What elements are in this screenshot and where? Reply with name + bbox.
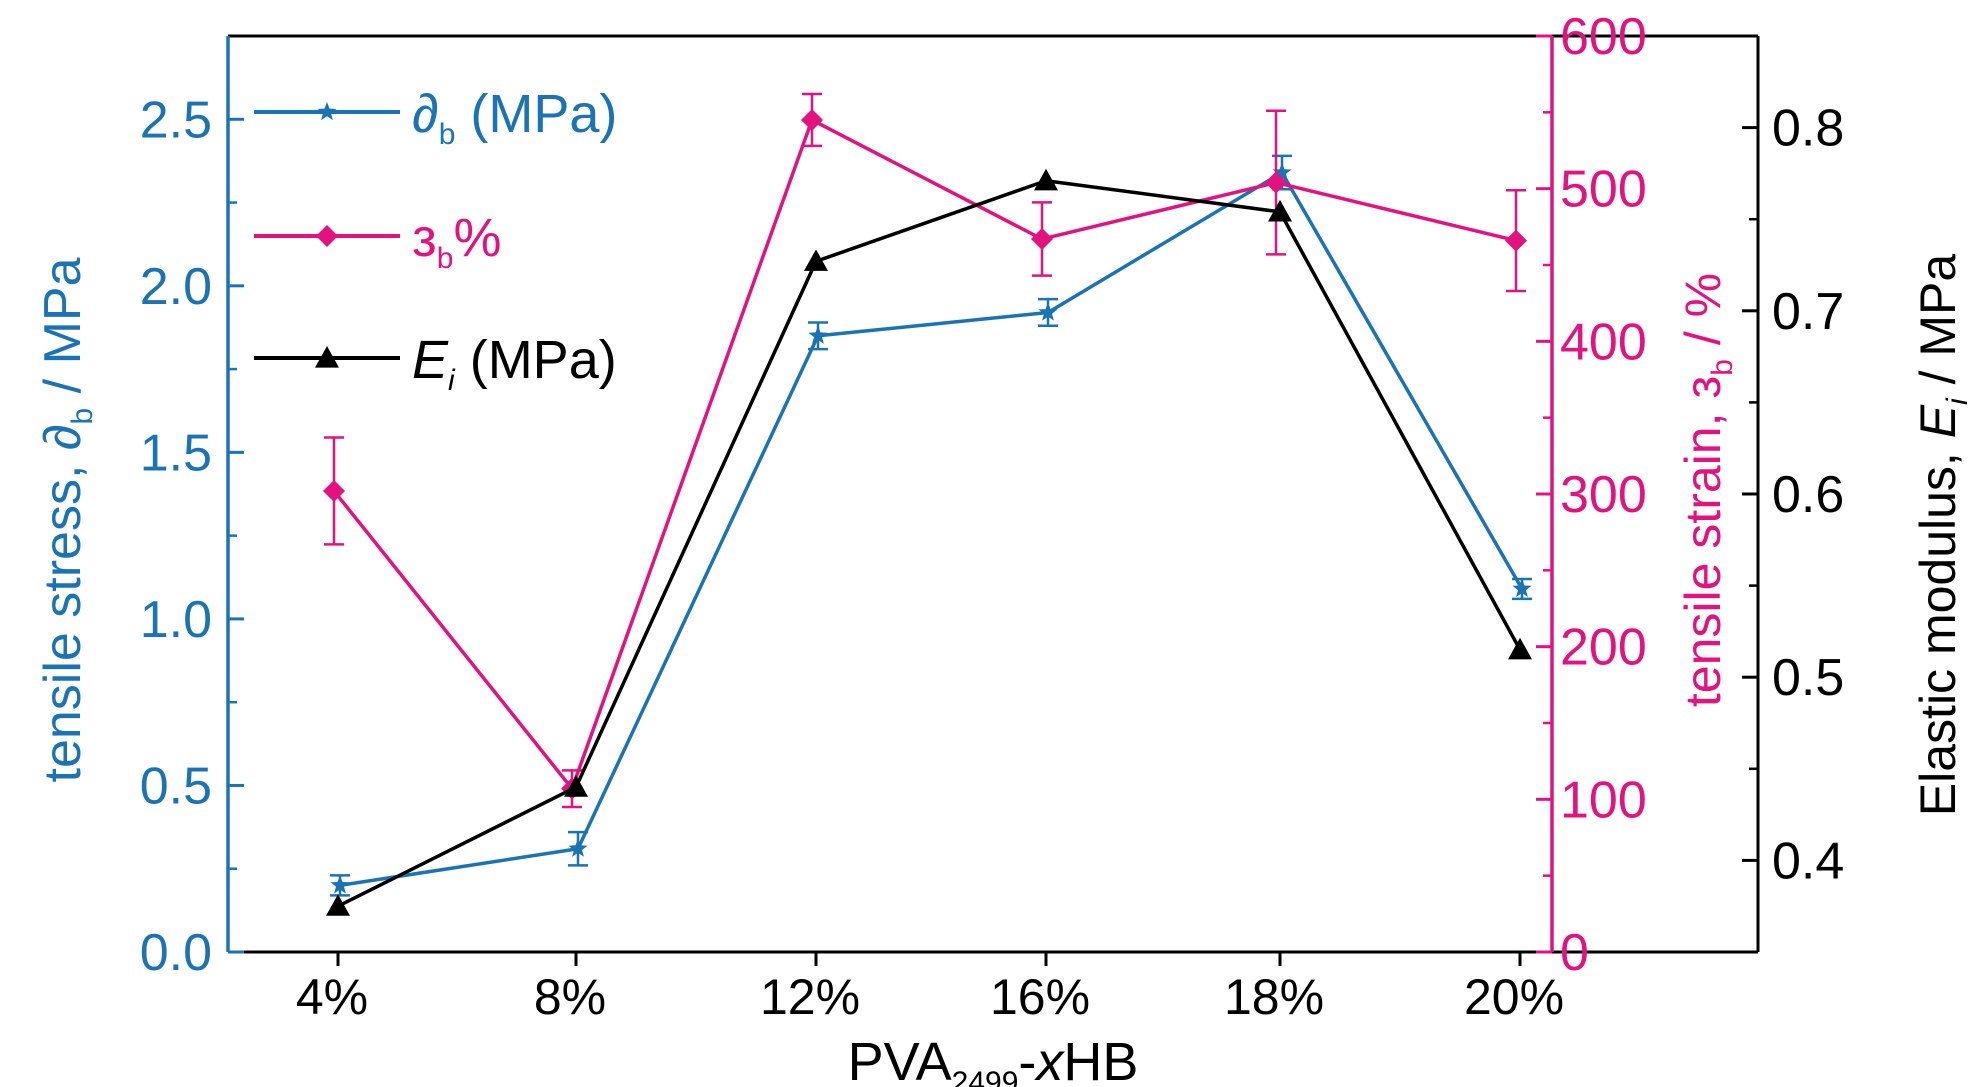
legend-label-stress: ∂b (MPa) <box>412 84 617 151</box>
point-modulus-1 <box>326 894 350 916</box>
x-axis-title-rest: HB <box>1063 1032 1138 1087</box>
series-layer <box>323 92 1532 916</box>
legend-symbol-stress: ∂ <box>412 84 439 144</box>
strain-axis-title-symbol: з <box>1675 376 1731 399</box>
x-tick-label-4: 16% <box>990 969 1090 1025</box>
legend-text-strain: % <box>453 208 501 268</box>
point-stress-5 <box>1272 162 1292 181</box>
point-strain-5 <box>1265 171 1287 194</box>
modulus-axis-title-symbol: E <box>1910 404 1966 438</box>
x-tick-label-1: 4% <box>296 969 368 1025</box>
series-line-modulus <box>337 178 1522 908</box>
x-tick-label-2: 8% <box>534 969 606 1025</box>
point-stress-3 <box>808 325 828 344</box>
axes-layer: 4% 8% 12% 16% 18% 20% PVA2499-xHB 0.0 0.5 1.0 1.5 2… <box>34 8 1974 1087</box>
x-axis-title: PVA2499-xHB <box>848 1032 1139 1087</box>
stress-tick-label-5: 2.0 <box>140 258 212 316</box>
strain-axis-title: tensile strain, зb / % <box>1675 273 1739 707</box>
frame-layer <box>226 34 1760 954</box>
point-strain-6 <box>1505 229 1527 252</box>
legend-marker-modulus <box>315 346 339 368</box>
strain-axis-title-suffix: / % <box>1675 273 1731 359</box>
legend-marker-stress <box>317 102 337 121</box>
series-modulus <box>326 168 1532 916</box>
legend-symbol-strain: з <box>412 208 437 268</box>
strain-tick-label-3: 200 <box>1560 619 1647 677</box>
point-modulus-6 <box>1508 637 1532 660</box>
modulus-axis-title-sub: i <box>1941 397 1974 405</box>
strain-axis-title-sub: b <box>1706 359 1739 376</box>
point-modulus-2 <box>564 775 588 797</box>
legend-sub-stress: b <box>439 118 456 151</box>
legend: ∂b (MPa)зb%Ei (MPa) <box>254 84 617 397</box>
x-axis-title-sub: 2499 <box>952 1066 1019 1087</box>
point-strain-3 <box>801 108 823 131</box>
strain-tick-label-6: 500 <box>1560 161 1647 219</box>
point-modulus-5 <box>1268 199 1292 222</box>
x-axis-title-x: x <box>1033 1032 1065 1087</box>
legend-symbol-modulus: E <box>412 330 449 390</box>
legend-sub-modulus: i <box>448 364 456 397</box>
legend-sub-strain: b <box>437 242 454 275</box>
series-line-strain <box>332 118 1517 791</box>
stress-axis-title: tensile stress, ∂b / MPa <box>34 257 99 782</box>
stress-tick-label-6: 2.5 <box>140 91 212 149</box>
x-axis-title-main: PVA <box>848 1032 952 1087</box>
strain-tick-label-2: 100 <box>1560 771 1647 829</box>
legend-label-modulus: Ei (MPa) <box>412 330 617 397</box>
legend-marker-strain <box>316 225 338 247</box>
stress-tick-label-3: 1.0 <box>140 591 212 649</box>
point-modulus-3 <box>804 249 828 271</box>
x-tick-label-6: 20% <box>1464 969 1564 1025</box>
modulus-tick-label-4: 0.7 <box>1772 283 1844 341</box>
legend-item-strain: зb% <box>254 208 501 275</box>
legend-label-strain: зb% <box>412 208 501 275</box>
series-strain <box>323 92 1527 809</box>
modulus-axis-title-prefix: Elastic modulus, <box>1910 438 1966 816</box>
x-tick-label-5: 18% <box>1224 969 1324 1025</box>
strain-axis-title-prefix: tensile strain, <box>1675 399 1731 707</box>
legend-item-stress: ∂b (MPa) <box>254 84 617 151</box>
point-modulus-4 <box>1034 168 1058 191</box>
point-stress-4 <box>1038 302 1058 321</box>
series-line-stress <box>339 170 1524 888</box>
stress-tick-label-2: 0.5 <box>140 757 212 815</box>
stress-tick-label-1: 0.0 <box>140 924 212 982</box>
stress-axis-title-prefix: tensile stress, <box>34 450 92 782</box>
series-stress <box>330 154 1532 897</box>
modulus-tick-label-2: 0.5 <box>1772 649 1844 707</box>
legend-text-modulus: (MPa) <box>455 330 617 390</box>
stress-axis-title-symbol: ∂ <box>34 424 92 450</box>
point-strain-1 <box>323 479 345 502</box>
modulus-tick-label-5: 0.8 <box>1772 100 1844 158</box>
stress-axis-title-suffix: / MPa <box>34 257 92 407</box>
strain-tick-label-5: 400 <box>1560 313 1647 371</box>
strain-tick-label-4: 300 <box>1560 466 1647 524</box>
point-stress-2 <box>568 838 588 857</box>
legend-item-modulus: Ei (MPa) <box>254 330 617 397</box>
modulus-tick-label-1: 0.4 <box>1772 832 1844 890</box>
point-stress-1 <box>330 875 350 894</box>
stress-tick-label-4: 1.5 <box>140 424 212 482</box>
modulus-tick-label-3: 0.6 <box>1772 466 1844 524</box>
legend-text-stress: (MPa) <box>455 84 617 144</box>
x-axis-title-dash: - <box>1018 1032 1036 1087</box>
x-tick-label-3: 12% <box>760 969 860 1025</box>
strain-tick-label-1: 0 <box>1560 924 1589 982</box>
point-strain-4 <box>1031 228 1053 251</box>
strain-tick-label-7: 600 <box>1560 8 1647 66</box>
modulus-axis-title: Elastic modulus, Ei / MPa <box>1910 254 1974 817</box>
modulus-axis-title-suffix: / MPa <box>1910 254 1966 399</box>
point-stress-6 <box>1512 578 1532 597</box>
stress-axis-title-sub: b <box>66 408 99 425</box>
